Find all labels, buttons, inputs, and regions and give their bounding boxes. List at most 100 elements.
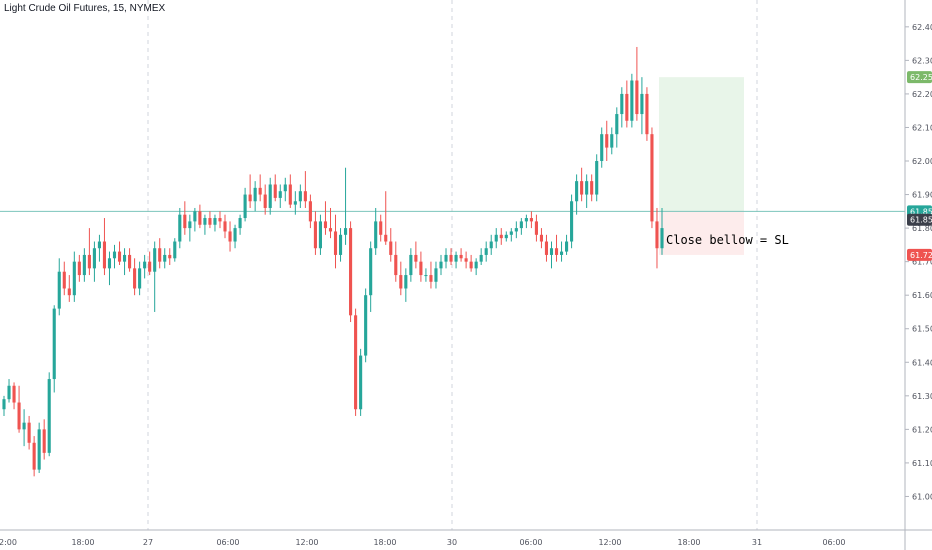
candle[interactable]	[404, 268, 408, 302]
candle[interactable]	[278, 184, 282, 208]
candle[interactable]	[600, 127, 604, 168]
candle[interactable]	[198, 204, 202, 229]
candle[interactable]	[369, 241, 373, 312]
candle[interactable]	[645, 87, 649, 141]
candle[interactable]	[228, 221, 232, 252]
candle[interactable]	[444, 248, 448, 269]
candle[interactable]	[660, 207, 664, 255]
candle[interactable]	[509, 228, 513, 242]
candle[interactable]	[298, 184, 302, 208]
candle[interactable]	[168, 248, 172, 265]
candle[interactable]	[313, 211, 317, 255]
candle[interactable]	[605, 120, 609, 162]
candle[interactable]	[655, 207, 659, 269]
candle[interactable]	[434, 261, 438, 289]
candle[interactable]	[640, 77, 644, 135]
candle[interactable]	[504, 231, 508, 242]
candle[interactable]	[338, 228, 343, 262]
candle[interactable]	[474, 258, 478, 276]
candle[interactable]	[469, 254, 473, 272]
candle[interactable]	[374, 207, 378, 255]
candle[interactable]	[479, 248, 483, 265]
candle[interactable]	[188, 214, 192, 242]
candle[interactable]	[565, 234, 569, 255]
candle[interactable]	[203, 214, 207, 235]
candle[interactable]	[158, 238, 162, 269]
candle[interactable]	[293, 191, 297, 215]
candle[interactable]	[7, 379, 11, 403]
candles[interactable]	[2, 46, 664, 477]
candle[interactable]	[223, 214, 227, 239]
candle[interactable]	[258, 174, 262, 202]
candle[interactable]	[97, 234, 101, 262]
candle[interactable]	[494, 228, 498, 249]
candle[interactable]	[178, 207, 182, 249]
candle[interactable]	[429, 261, 433, 289]
candle[interactable]	[42, 419, 46, 460]
candle[interactable]	[590, 174, 594, 202]
candle[interactable]	[630, 73, 634, 128]
candle[interactable]	[384, 191, 388, 245]
candle[interactable]	[82, 248, 86, 282]
candle[interactable]	[559, 241, 564, 262]
candle[interactable]	[650, 127, 654, 229]
candle[interactable]	[364, 288, 368, 363]
candle[interactable]	[62, 261, 66, 296]
candle[interactable]	[459, 248, 463, 262]
candle[interactable]	[173, 238, 177, 262]
candle[interactable]	[213, 214, 217, 232]
candle[interactable]	[549, 241, 554, 269]
candle[interactable]	[399, 261, 403, 296]
candle[interactable]	[72, 251, 76, 302]
candle[interactable]	[263, 184, 267, 215]
candle[interactable]	[37, 422, 41, 473]
candle[interactable]	[620, 87, 624, 128]
candle[interactable]	[414, 241, 418, 269]
candle[interactable]	[12, 382, 16, 410]
candle[interactable]	[595, 154, 599, 202]
candle[interactable]	[107, 251, 112, 286]
candle[interactable]	[318, 214, 322, 255]
candle[interactable]	[524, 214, 528, 229]
candle[interactable]	[233, 224, 237, 249]
candle[interactable]	[359, 348, 363, 416]
candle[interactable]	[248, 174, 252, 208]
candle[interactable]	[464, 251, 468, 269]
candle[interactable]	[610, 127, 614, 155]
candle[interactable]	[615, 107, 619, 148]
candle[interactable]	[328, 207, 333, 239]
candle[interactable]	[193, 207, 197, 232]
candle[interactable]	[424, 268, 428, 282]
candle[interactable]	[77, 254, 81, 282]
candle[interactable]	[519, 218, 523, 235]
candle[interactable]	[323, 201, 328, 235]
candle[interactable]	[22, 409, 26, 447]
candle[interactable]	[303, 171, 307, 208]
target-zone[interactable]	[659, 77, 744, 212]
candle[interactable]	[539, 228, 544, 249]
candle[interactable]	[2, 395, 6, 416]
candle[interactable]	[394, 241, 398, 282]
candle[interactable]	[419, 251, 423, 282]
candle[interactable]	[273, 174, 277, 202]
candle[interactable]	[354, 308, 358, 416]
candle[interactable]	[47, 372, 51, 457]
candle[interactable]	[208, 211, 212, 229]
candle[interactable]	[554, 234, 559, 262]
candle[interactable]	[454, 251, 458, 269]
candle[interactable]	[570, 194, 574, 249]
candle[interactable]	[243, 187, 247, 222]
candle[interactable]	[409, 248, 413, 282]
candle[interactable]	[344, 167, 348, 245]
candle[interactable]	[253, 181, 257, 212]
candle[interactable]	[268, 177, 272, 215]
candle[interactable]	[514, 221, 518, 239]
candle[interactable]	[133, 258, 137, 296]
candle[interactable]	[112, 244, 117, 269]
candle[interactable]	[92, 241, 96, 282]
candle[interactable]	[580, 167, 584, 202]
candle[interactable]	[544, 234, 549, 262]
candle[interactable]	[117, 241, 122, 265]
candle[interactable]	[128, 248, 132, 272]
